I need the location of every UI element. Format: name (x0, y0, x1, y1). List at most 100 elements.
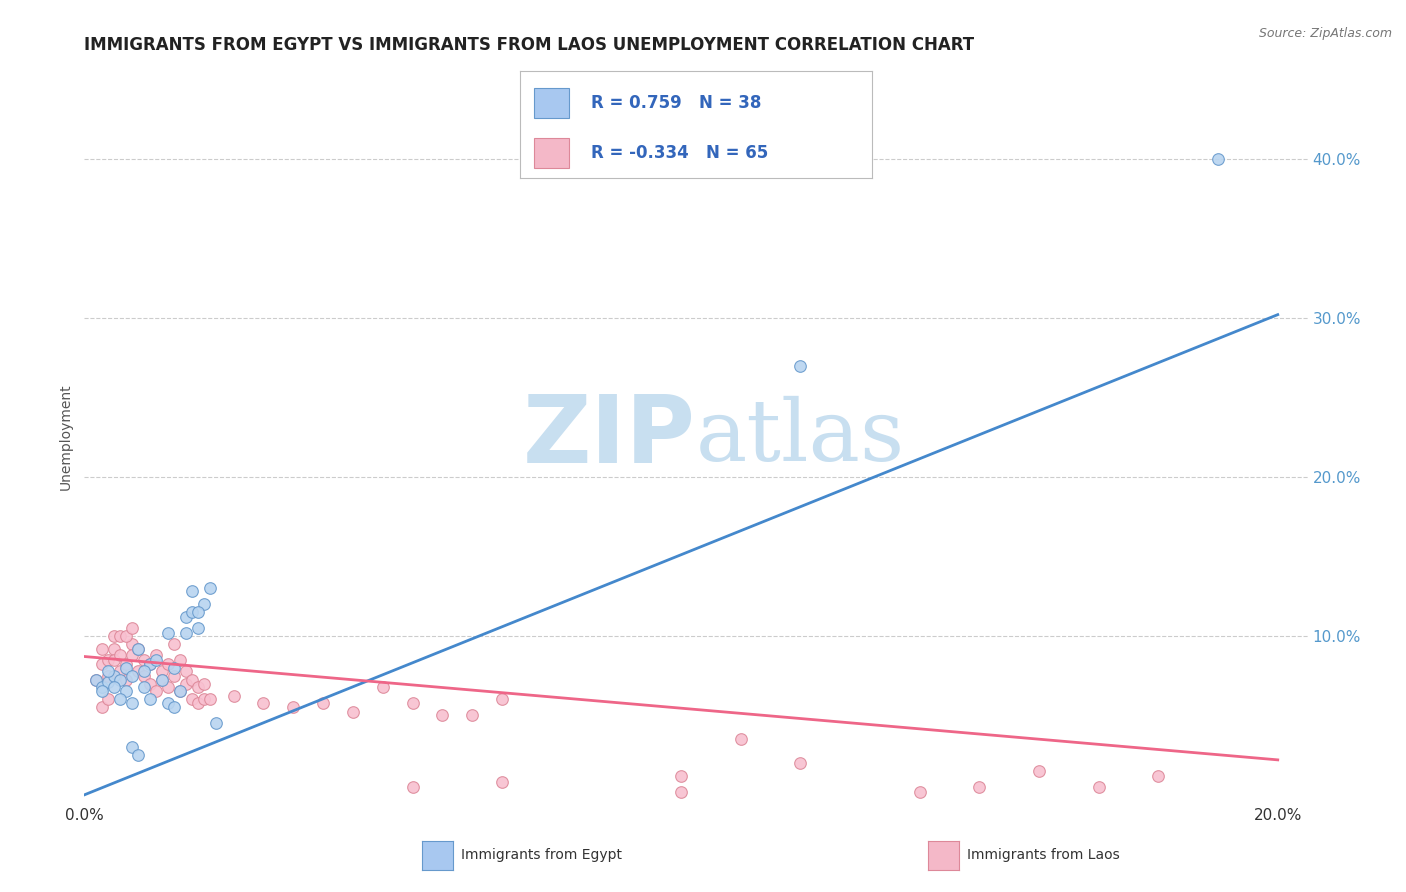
Point (97, 675, 120, 690)
Point (669, 785, 692, 799)
Point (174, 609, 197, 624)
Point (169, 684, 191, 698)
Point (132, 664, 155, 678)
Text: R = 0.759   N = 38: R = 0.759 N = 38 (591, 95, 761, 112)
Point (150, 673, 173, 688)
Point (127, 664, 149, 678)
Point (156, 680, 179, 694)
Point (730, 732, 752, 747)
Point (145, 684, 167, 698)
Point (139, 657, 162, 672)
Point (139, 676, 162, 690)
Point (91, 684, 114, 698)
Point (789, 756, 811, 770)
Point (97, 668, 120, 682)
Point (139, 657, 162, 672)
Point (283, 700, 305, 714)
Point (127, 641, 149, 656)
Point (174, 625, 197, 640)
Point (115, 660, 138, 674)
Point (669, 769, 692, 783)
Point (187, 696, 209, 710)
Y-axis label: Unemployment: Unemployment (59, 384, 73, 491)
Point (312, 696, 335, 710)
Point (169, 684, 191, 698)
Point (174, 664, 197, 678)
Point (121, 648, 143, 662)
Point (491, 775, 513, 789)
Point (103, 629, 125, 643)
Point (461, 708, 484, 723)
Point (97, 664, 120, 678)
Text: Source: ZipAtlas.com: Source: ZipAtlas.com (1258, 27, 1392, 40)
Point (908, 785, 931, 799)
Point (132, 668, 155, 682)
Text: Immigrants from Laos: Immigrants from Laos (967, 848, 1121, 863)
Point (91, 700, 114, 714)
Point (193, 597, 215, 611)
Point (103, 653, 125, 667)
Point (121, 740, 143, 755)
Point (84, 673, 107, 688)
Point (115, 629, 138, 643)
Point (121, 621, 143, 635)
Point (108, 648, 131, 662)
Point (132, 653, 155, 667)
Point (91, 657, 114, 672)
Point (371, 680, 394, 694)
Point (145, 648, 167, 662)
Point (121, 696, 143, 710)
Text: ZIP: ZIP (523, 391, 696, 483)
Point (163, 637, 186, 651)
Point (198, 692, 221, 706)
Point (97, 653, 120, 667)
Point (1206, 152, 1229, 166)
Point (84, 673, 107, 688)
Point (91, 680, 114, 694)
Point (121, 668, 143, 682)
Point (108, 664, 131, 678)
Text: R = -0.334   N = 65: R = -0.334 N = 65 (591, 144, 768, 161)
Point (180, 692, 202, 706)
Point (121, 637, 143, 651)
Point (401, 780, 423, 794)
Point (491, 692, 513, 706)
Point (145, 653, 167, 667)
Point (1147, 769, 1170, 783)
Point (169, 653, 191, 667)
Text: atlas: atlas (696, 395, 905, 479)
Point (163, 668, 186, 682)
Point (91, 641, 114, 656)
Point (103, 680, 125, 694)
Point (108, 673, 131, 688)
Point (108, 692, 131, 706)
Bar (534, 88, 569, 119)
Point (156, 657, 179, 672)
Point (252, 696, 274, 710)
Point (193, 692, 215, 706)
Point (180, 605, 202, 619)
Point (180, 673, 202, 688)
Point (156, 696, 179, 710)
Point (1028, 764, 1050, 778)
Point (115, 657, 138, 672)
Point (1087, 780, 1109, 794)
Point (108, 629, 131, 643)
Point (789, 359, 811, 373)
Point (150, 664, 173, 678)
Point (132, 680, 155, 694)
Point (163, 700, 186, 714)
Point (180, 584, 202, 599)
Point (115, 673, 138, 688)
Point (127, 641, 149, 656)
Point (342, 705, 364, 719)
Point (174, 676, 197, 690)
Point (163, 660, 186, 674)
Point (969, 780, 991, 794)
Point (222, 690, 245, 704)
Text: Immigrants from Egypt: Immigrants from Egypt (461, 848, 623, 863)
Point (139, 692, 162, 706)
Point (204, 716, 226, 731)
Point (115, 684, 138, 698)
Point (187, 621, 209, 635)
